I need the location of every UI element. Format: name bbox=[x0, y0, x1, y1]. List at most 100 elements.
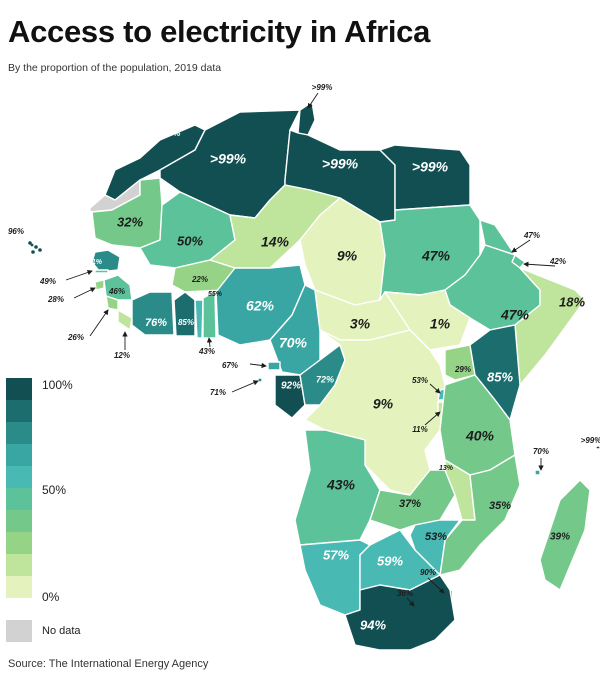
value-label-benin: 43% bbox=[198, 347, 215, 356]
value-label-mali: 50% bbox=[177, 233, 203, 248]
legend-swatch bbox=[6, 422, 32, 444]
region-gabon bbox=[274, 374, 306, 419]
value-label-gabon: 92% bbox=[281, 381, 301, 392]
value-label-liberia: 12% bbox=[114, 351, 130, 360]
legend-no-data-swatch bbox=[6, 620, 32, 642]
leader-line-gambia bbox=[65, 269, 93, 281]
value-label-zimbabwe: 53% bbox=[425, 531, 447, 543]
leader-line-equatorial-guinea bbox=[249, 362, 267, 369]
value-label-mauritania: 32% bbox=[117, 214, 143, 229]
legend-swatch bbox=[6, 554, 32, 576]
value-label-algeria: >99% bbox=[210, 151, 247, 167]
region-madagascar bbox=[539, 479, 591, 591]
value-label-niger: 14% bbox=[261, 234, 290, 250]
value-label-zambia: 37% bbox=[399, 498, 421, 510]
value-label-ghana: 85% bbox=[178, 318, 194, 327]
legend-swatch bbox=[6, 488, 32, 510]
region-sao-tome-and-principe bbox=[257, 377, 263, 383]
value-label-sao-tome-and-principe: 71% bbox=[210, 388, 226, 397]
legend-tick-max: 100% bbox=[42, 378, 73, 392]
value-label-namibia: 57% bbox=[323, 547, 349, 562]
island-marker bbox=[31, 250, 35, 254]
value-label-tanzania: 40% bbox=[465, 428, 495, 444]
value-label-togo: 55% bbox=[208, 291, 223, 298]
value-label-madagascar: 39% bbox=[550, 532, 570, 543]
page-subtitle: By the proportion of the population, 201… bbox=[8, 62, 222, 74]
page-title: Access to electricity in Africa bbox=[8, 14, 431, 49]
legend-tick-min: 0% bbox=[42, 590, 60, 604]
value-label-djibouti: 42% bbox=[549, 257, 566, 266]
legend-swatch bbox=[6, 378, 32, 400]
leader-line-guinea-bissau bbox=[73, 287, 96, 299]
value-label-somalia: 18% bbox=[559, 294, 585, 309]
region-ghana bbox=[173, 291, 196, 337]
region-egypt bbox=[379, 144, 471, 211]
legend-swatch bbox=[6, 444, 32, 466]
value-label-chad: 9% bbox=[337, 248, 358, 264]
value-label-nigeria: 62% bbox=[246, 298, 275, 314]
source-note: Source: The International Energy Agency bbox=[8, 658, 209, 670]
leader-line-eritrea bbox=[511, 239, 531, 253]
leader-line-djibouti bbox=[523, 261, 556, 267]
value-label-burkina-faso: 22% bbox=[191, 275, 208, 284]
leader-line-tunisia bbox=[307, 92, 319, 109]
value-label-lesotho: 36% bbox=[397, 589, 413, 598]
region-comoros bbox=[534, 469, 541, 476]
leader-line-sierra-leone bbox=[89, 309, 109, 337]
color-legend: 100% 50% 0% No data bbox=[6, 378, 136, 648]
region-mozambique bbox=[439, 454, 521, 576]
value-label-sierra-leone: 26% bbox=[67, 333, 84, 342]
value-label-eritrea: 47% bbox=[523, 231, 540, 240]
island-marker bbox=[28, 241, 32, 245]
leader-line-burundi bbox=[424, 411, 441, 426]
value-label-congo: 72% bbox=[316, 374, 334, 384]
leader-line-rwanda bbox=[429, 383, 441, 394]
value-label-cameroon: 70% bbox=[279, 335, 308, 351]
region-benin bbox=[202, 291, 217, 339]
value-label-central-african-republic: 3% bbox=[350, 316, 371, 332]
value-label-equatorial-guinea: 67% bbox=[222, 361, 238, 370]
legend-no-data-label: No data bbox=[42, 625, 81, 637]
value-label-uganda: 29% bbox=[454, 365, 471, 374]
value-label-gambia: 49% bbox=[39, 277, 56, 286]
legend-swatch bbox=[6, 400, 32, 422]
leader-line-benin bbox=[206, 337, 213, 348]
value-label-cote-d-ivoire: 76% bbox=[145, 317, 167, 329]
island-marker bbox=[38, 248, 42, 252]
value-label-senegal: 71% bbox=[88, 259, 103, 266]
value-label-burundi: 11% bbox=[412, 425, 427, 434]
region-liberia bbox=[117, 309, 133, 331]
region-cote-d-ivoire bbox=[131, 291, 175, 336]
region-seychelles bbox=[595, 445, 600, 450]
value-label-seychelles: >99% bbox=[581, 436, 600, 445]
value-label-south-africa: 94% bbox=[360, 617, 386, 632]
value-label-comoros: 70% bbox=[533, 447, 549, 456]
region-guinea-bissau bbox=[94, 279, 105, 291]
value-label-dr-congo: 9% bbox=[373, 396, 394, 412]
value-label-ethiopia: 47% bbox=[500, 307, 530, 323]
value-label-south-sudan: 1% bbox=[430, 316, 451, 332]
legend-tick-mid: 50% bbox=[42, 483, 67, 497]
leader-line-eswatini bbox=[427, 577, 445, 594]
value-label-botswana: 59% bbox=[377, 553, 403, 568]
legend-swatch bbox=[6, 510, 32, 532]
value-label-egypt: >99% bbox=[412, 159, 449, 175]
island-marker bbox=[34, 245, 38, 249]
legend-swatch bbox=[6, 466, 32, 488]
value-label-libya: >99% bbox=[322, 156, 359, 172]
region-togo bbox=[194, 299, 204, 339]
value-label-angola: 43% bbox=[326, 477, 356, 493]
leader-line-lesotho bbox=[406, 597, 415, 607]
value-label-guinea-bissau: 28% bbox=[47, 295, 64, 304]
value-label-tunisia: >99% bbox=[312, 83, 333, 92]
region-south-africa bbox=[344, 574, 456, 651]
legend-swatch bbox=[6, 532, 32, 554]
region-equatorial-guinea bbox=[267, 361, 281, 371]
leader-line-sao-tome-and-principe bbox=[231, 380, 259, 393]
value-label-guinea: 46% bbox=[108, 287, 125, 296]
value-label-malawi: 13% bbox=[439, 465, 454, 472]
value-label-kenya: 85% bbox=[487, 369, 513, 384]
value-label-sudan: 47% bbox=[421, 248, 451, 264]
region-senegal bbox=[91, 249, 121, 273]
